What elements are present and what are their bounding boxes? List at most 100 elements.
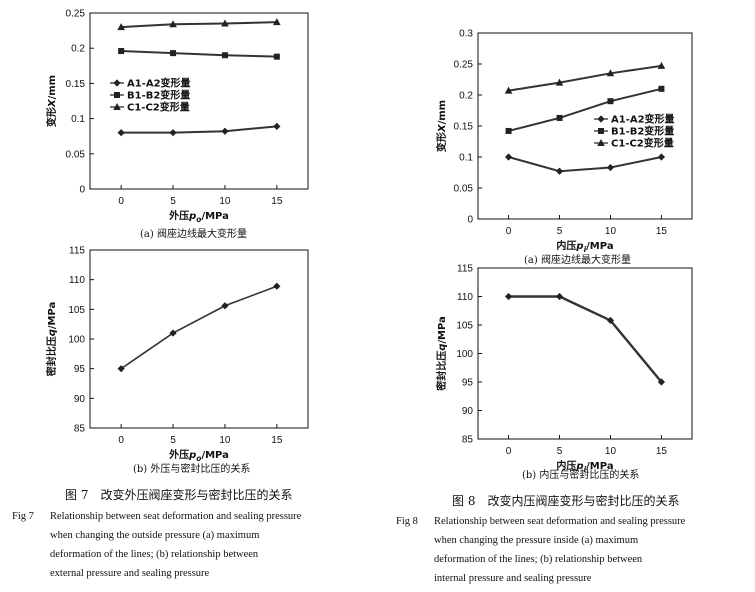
x-axis-label: 外压po/MPa [168, 448, 229, 463]
fig7-title-line: external pressure and sealing pressure [50, 568, 210, 579]
data-point [504, 86, 513, 94]
fig8-title-line: when changing the pressure inside (a) ma… [434, 535, 639, 546]
data-point [556, 114, 563, 121]
y-tick-label: 0 [79, 185, 85, 196]
y-tick-label: 0.3 [459, 29, 473, 40]
x-axis-label: 内压pi/MPa [556, 459, 613, 474]
chart-group: 0 0.05 0.1 0.15 0.2 0.25 0 5 10 15 外压po/MPa 变形X/mm A… [45, 9, 309, 224]
fig8-caption-a: (a) 阀座边线最大变形量 [524, 255, 631, 266]
legend-marker [597, 139, 605, 146]
y-axis-label: 密封比压q/MPa [435, 316, 448, 391]
fig7-caption-a: (a) 阀座边线最大变形量 [140, 229, 247, 240]
y-axis-label: 变形X/mm [435, 100, 448, 152]
data-point [221, 19, 229, 27]
x-tick-label: 0 [118, 196, 124, 207]
fig8-title-line: Relationship between seat deformation an… [434, 516, 686, 527]
x-tick-label: 15 [656, 226, 668, 237]
chart-group: 85 90 95 100 105 110 115 0 5 10 15 内压pi/MPa 密封比压q/MP… [435, 264, 693, 474]
x-tick-label: 10 [219, 435, 231, 446]
y-tick-label: 0.1 [71, 114, 85, 125]
fig7-title-cn: 图 7 改变外压阀座变形与密封比压的关系 [65, 488, 293, 502]
series-line [120, 285, 278, 370]
y-tick-label: 0.1 [459, 153, 473, 164]
y-tick-label: 0.15 [66, 79, 86, 90]
data-point [555, 167, 564, 175]
y-tick-label: 105 [68, 305, 85, 316]
x-tick-label: 0 [506, 226, 512, 237]
fig8-title-line: internal pressure and sealing pressure [434, 573, 592, 584]
legend-marker [113, 79, 121, 87]
y-axis-label: 密封比压q/MPa [45, 302, 58, 377]
legend-marker [598, 128, 604, 134]
x-tick-label: 15 [271, 435, 283, 446]
y-tick-label: 90 [74, 394, 86, 405]
data-point [606, 163, 615, 172]
y-tick-label: 0.2 [71, 44, 85, 55]
legend-label: B1-B2变形量 [127, 89, 190, 102]
y-tick-label: 0.15 [454, 122, 474, 133]
data-point [221, 302, 229, 310]
data-point [273, 18, 281, 26]
data-point [169, 129, 177, 137]
x-tick-label: 10 [219, 196, 231, 207]
data-point [658, 85, 665, 92]
data-point [606, 316, 615, 325]
series-line [121, 125, 277, 134]
y-tick-label: 100 [456, 349, 473, 360]
y-tick-label: 0.05 [66, 149, 86, 160]
legend-marker [113, 103, 121, 110]
x-tick-label: 15 [656, 446, 668, 457]
data-point [657, 61, 666, 69]
chart-group: 0 0.05 0.1 0.15 0.2 0.25 0.3 0 5 10 15 内压pi/MPa 变形X/… [435, 29, 693, 254]
plot-frame [89, 12, 309, 190]
y-axis-label: 变形X/mm [45, 75, 58, 127]
x-tick-label: 5 [557, 446, 563, 457]
x-tick-label: 0 [118, 435, 124, 446]
legend-label: C1-C2变形量 [127, 101, 190, 114]
legend-marker [597, 115, 605, 123]
x-tick-label: 10 [605, 446, 617, 457]
data-point [170, 50, 177, 57]
series-line [121, 50, 277, 58]
series-line [508, 64, 662, 92]
fig7-title-line: Relationship between seat deformation an… [50, 511, 302, 522]
series-line [508, 87, 662, 132]
y-tick-label: 105 [456, 321, 473, 332]
series-line [121, 21, 277, 29]
data-point [504, 292, 513, 301]
series-line [508, 295, 663, 383]
y-tick-label: 0.25 [66, 9, 86, 20]
data-point [555, 292, 564, 301]
y-tick-label: 110 [69, 275, 85, 286]
y-tick-label: 95 [74, 364, 86, 375]
y-tick-label: 90 [462, 406, 474, 417]
x-tick-label: 5 [170, 196, 176, 207]
fig7-title-line: when changing the outside pressure (a) m… [50, 530, 260, 541]
data-point [169, 329, 177, 337]
y-tick-label: 85 [462, 435, 474, 446]
y-tick-label: 0 [467, 215, 473, 226]
data-point [555, 78, 564, 86]
data-point [273, 53, 280, 60]
data-point [607, 98, 614, 105]
x-axis-label: 外压po/MPa [168, 209, 229, 224]
data-point [117, 365, 125, 373]
y-tick-label: 0.25 [454, 60, 474, 71]
data-point [657, 378, 666, 386]
y-tick-label: 0.2 [459, 91, 473, 102]
series-line [508, 156, 662, 173]
data-point [273, 122, 281, 130]
y-tick-label: 115 [69, 246, 85, 257]
data-point [221, 127, 229, 135]
fig7-caption-b: (b) 外压与密封比压的关系 [133, 464, 251, 475]
legend-label: C1-C2变形量 [611, 137, 674, 150]
data-point [505, 127, 512, 134]
x-tick-label: 0 [506, 446, 512, 457]
legend-label: A1-A2变形量 [611, 113, 675, 126]
x-tick-label: 10 [605, 226, 617, 237]
x-tick-label: 5 [557, 226, 563, 237]
x-tick-label: 5 [170, 435, 176, 446]
